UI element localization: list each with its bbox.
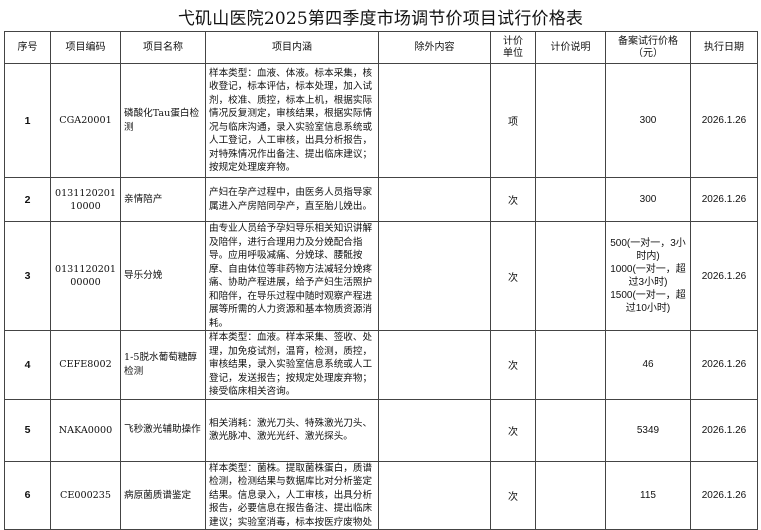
item-code: NAKA0000 bbox=[50, 398, 121, 462]
effective-date: 2026.1.26 bbox=[690, 221, 758, 331]
header-exclude: 除外内容 bbox=[378, 31, 491, 64]
item-name: 病原菌质谱鉴定 bbox=[120, 460, 206, 530]
row-number: 1 bbox=[4, 63, 51, 178]
price: 300 bbox=[605, 63, 691, 178]
price-table: 序号 项目编码 项目名称 项目内涵 除外内容 计价单位 计价说明 备案试行价格（… bbox=[4, 31, 758, 530]
excluded-content bbox=[378, 221, 491, 331]
item-content: 样本类型：血液、体液。标本采集，核收登记，标本评估，标本处理，加入试剂，校准、质… bbox=[205, 63, 379, 178]
item-content: 由专业人员给予孕妇导乐相关知识讲解及陪伴，进行合理用力及分娩配合指导。应用呼吸减… bbox=[205, 221, 379, 331]
item-name: 亲情陪产 bbox=[120, 177, 206, 222]
item-code: CGA20001 bbox=[50, 63, 121, 178]
item-name: 磷酸化Tau蛋白检测 bbox=[120, 63, 206, 178]
row-number: 5 bbox=[4, 398, 51, 462]
header-note: 计价说明 bbox=[535, 31, 606, 64]
page-title: 弋矶山医院2025第四季度市场调节价项目试行价格表 bbox=[177, 9, 584, 29]
item-name: 1-5脱水葡萄糖醇检测 bbox=[120, 330, 206, 400]
header-no: 序号 bbox=[4, 31, 51, 64]
row-number: 3 bbox=[4, 221, 51, 331]
item-code: 013112020100000 bbox=[50, 221, 121, 331]
price: 300 bbox=[605, 177, 691, 222]
pricing-unit: 次 bbox=[490, 221, 536, 331]
effective-date: 2026.1.26 bbox=[690, 460, 758, 530]
price: 5349 bbox=[605, 398, 691, 462]
item-content: 产妇在孕产过程中，由医务人员指导家属进入产房陪同孕产，直至胎儿娩出。 bbox=[205, 177, 379, 222]
pricing-unit: 次 bbox=[490, 398, 536, 462]
header-name: 项目名称 bbox=[120, 31, 206, 64]
item-code: 013112020110000 bbox=[50, 177, 121, 222]
table-row: 6 CE000235 病原菌质谱鉴定 样本类型：菌株。提取菌株蛋白，质谱检测，检测结果… bbox=[4, 460, 758, 530]
excluded-content bbox=[378, 460, 491, 530]
item-content: 样本类型：菌株。提取菌株蛋白，质谱检测，检测结果与数据库比对分析鉴定结果。信息录… bbox=[205, 460, 379, 530]
pricing-unit: 次 bbox=[490, 460, 536, 530]
effective-date: 2026.1.26 bbox=[690, 398, 758, 462]
table-row: 3 013112020100000 导乐分娩 由专业人员给予孕妇导乐相关知识讲解及陪伴… bbox=[4, 221, 758, 331]
table-row: 1 CGA20001 磷酸化Tau蛋白检测 样本类型：血液、体液。标本采集，核收登记，… bbox=[4, 63, 758, 178]
pricing-note bbox=[535, 330, 606, 400]
pricing-note bbox=[535, 221, 606, 331]
table-row: 4 CEFE8002 1-5脱水葡萄糖醇检测 样本类型：血液。样本采集、签收、处理，加… bbox=[4, 330, 758, 400]
effective-date: 2026.1.26 bbox=[690, 63, 758, 178]
header-row: 序号 项目编码 项目名称 项目内涵 除外内容 计价单位 计价说明 备案试行价格（… bbox=[4, 31, 758, 64]
effective-date: 2026.1.26 bbox=[690, 330, 758, 400]
row-number: 6 bbox=[4, 460, 51, 530]
pricing-unit: 次 bbox=[490, 177, 536, 222]
excluded-content bbox=[378, 398, 491, 462]
pricing-unit: 项 bbox=[490, 63, 536, 178]
header-price: 备案试行价格（元） bbox=[605, 31, 691, 64]
price: 500(一对一，3小时内) 1000(一对一，超过3小时) 1500(一对一，超… bbox=[605, 221, 691, 331]
excluded-content bbox=[378, 177, 491, 222]
row-number: 4 bbox=[4, 330, 51, 400]
excluded-content bbox=[378, 63, 491, 178]
pricing-note bbox=[535, 460, 606, 530]
item-code: CE000235 bbox=[50, 460, 121, 530]
item-name: 飞秒激光辅助操作 bbox=[120, 398, 206, 462]
pricing-note bbox=[535, 177, 606, 222]
row-number: 2 bbox=[4, 177, 51, 222]
excluded-content bbox=[378, 330, 491, 400]
item-name: 导乐分娩 bbox=[120, 221, 206, 331]
effective-date: 2026.1.26 bbox=[690, 177, 758, 222]
price: 115 bbox=[605, 460, 691, 530]
header-content: 项目内涵 bbox=[205, 31, 379, 64]
item-content: 样本类型：血液。样本采集、签收、处理，加免疫试剂，温育，检测，质控，审核结果，录… bbox=[205, 330, 379, 400]
pricing-unit: 次 bbox=[490, 330, 536, 400]
price: 46 bbox=[605, 330, 691, 400]
table-row: 5 NAKA0000 飞秒激光辅助操作 相关消耗：激光刀头、特殊激光刀头、激光脉冲、激… bbox=[4, 398, 758, 462]
table-row: 2 013112020110000 亲情陪产 产妇在孕产过程中，由医务人员指导家属进入… bbox=[4, 177, 758, 222]
item-content: 相关消耗：激光刀头、特殊激光刀头、激光脉冲、激光光纤、激光探头。 bbox=[205, 398, 379, 462]
pricing-note bbox=[535, 63, 606, 178]
header-unit: 计价单位 bbox=[490, 31, 536, 64]
pricing-note bbox=[535, 398, 606, 462]
header-code: 项目编码 bbox=[50, 31, 121, 64]
item-code: CEFE8002 bbox=[50, 330, 121, 400]
header-date: 执行日期 bbox=[690, 31, 758, 64]
